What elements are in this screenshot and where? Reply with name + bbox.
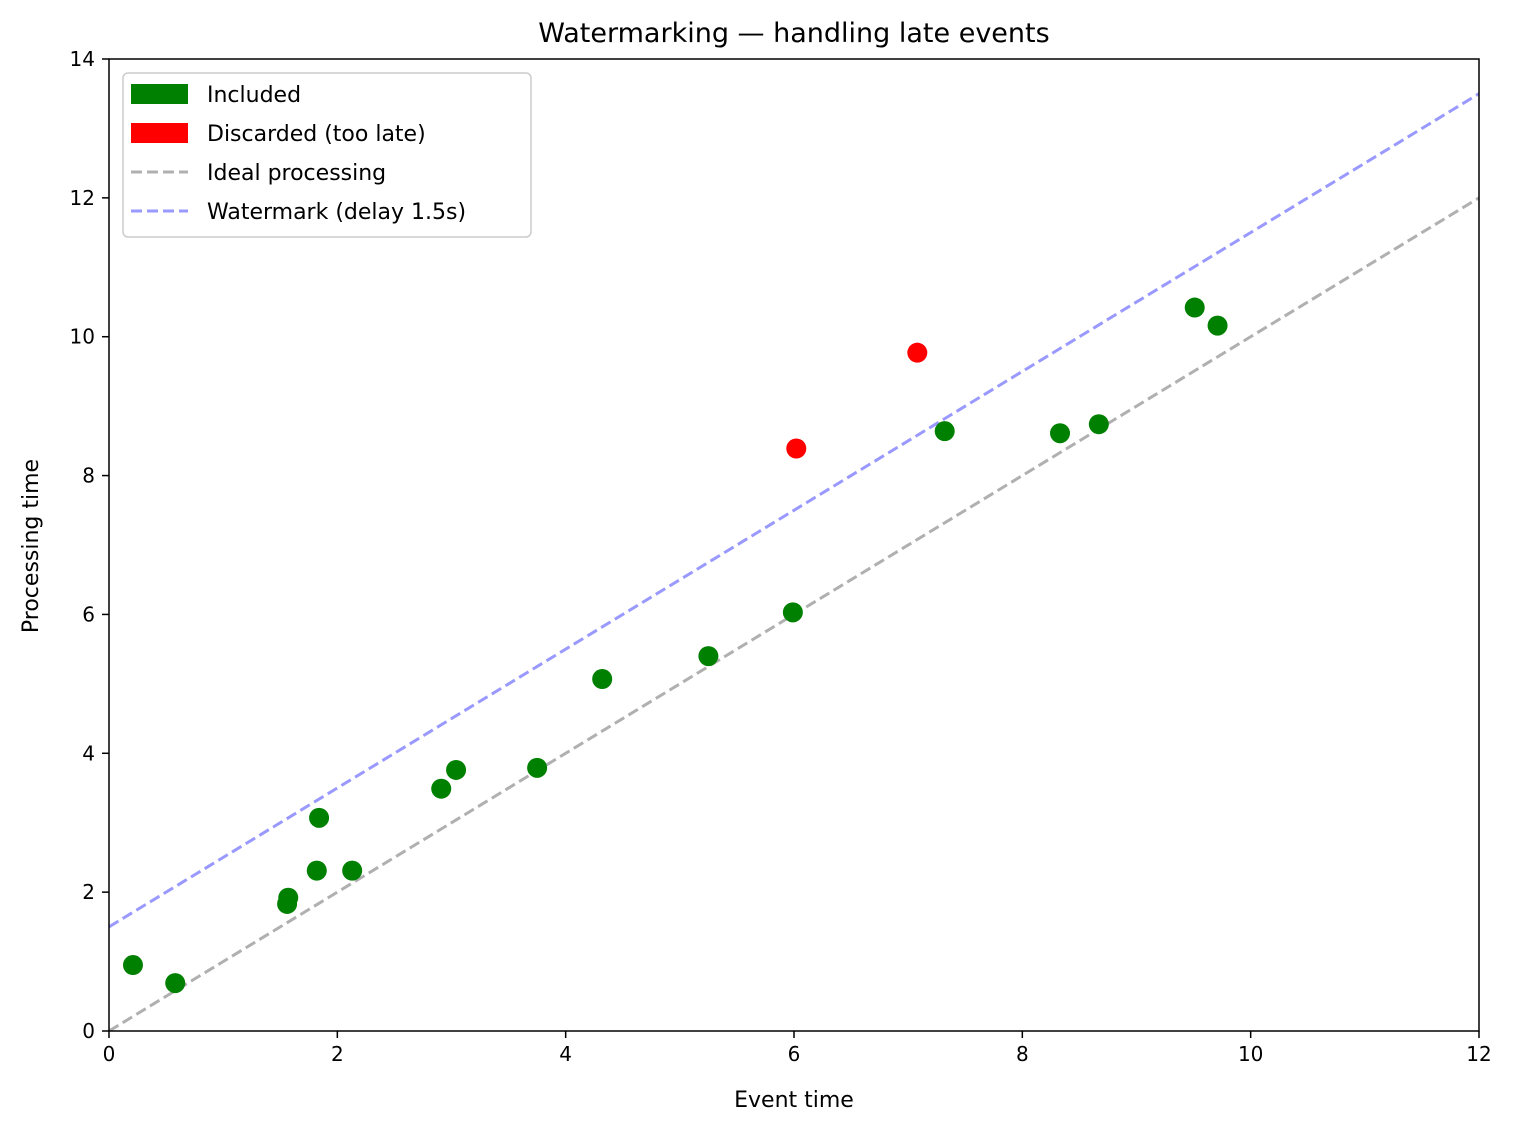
legend-swatch-1 [131, 123, 188, 143]
x-axis-label: Event time [734, 1088, 854, 1113]
legend-label-0: Included [207, 83, 301, 108]
x-tick-label: 6 [788, 1042, 801, 1066]
y-tick-label: 12 [70, 186, 95, 210]
y-tick-label: 10 [70, 325, 95, 349]
x-tick-label: 8 [1016, 1042, 1029, 1066]
y-tick-label: 14 [70, 47, 95, 71]
included-point-0 [122, 955, 143, 976]
legend-box [122, 72, 532, 238]
y-axis-label: Processing time [19, 459, 44, 633]
x-tick-label: 2 [331, 1042, 344, 1066]
included-point-1 [165, 973, 186, 994]
y-tick-label: 2 [82, 880, 95, 904]
legend-label-1: Discarded (too late) [207, 122, 426, 147]
included-point-16 [1184, 297, 1205, 318]
axes: 0 2 4 6 8 10 12 0 2 4 6 8 10 12 14 [70, 47, 1492, 1066]
included-point-11 [698, 646, 719, 667]
legend-label-2: Ideal processing [207, 161, 386, 186]
discarded-point-0 [786, 438, 807, 459]
chart-title: Watermarking — handling late events [538, 18, 1049, 49]
included-point-8 [446, 759, 467, 780]
legend-swatch-0 [131, 84, 188, 104]
plot-area [109, 92, 1479, 1031]
x-tick-label: 0 [103, 1042, 116, 1066]
x-tick-label: 4 [559, 1042, 572, 1066]
included-point-9 [527, 757, 548, 778]
legend: Included Discarded (too late) Ideal proces… [122, 72, 532, 238]
y-tick-label: 0 [82, 1019, 95, 1043]
included-point-6 [342, 860, 363, 881]
x-tick-label: 12 [1466, 1042, 1491, 1066]
included-point-3 [278, 887, 299, 908]
y-tick-label: 8 [82, 464, 95, 488]
included-point-14 [1050, 423, 1071, 444]
included-point-15 [1088, 414, 1109, 435]
included-point-17 [1207, 315, 1228, 336]
y-tick-label: 4 [82, 741, 95, 765]
series-line-watermark [109, 92, 1479, 929]
legend-label-3: Watermark (delay 1.5s) [207, 200, 466, 225]
included-point-7 [431, 778, 452, 799]
x-tick-label: 10 [1238, 1042, 1263, 1066]
included-point-13 [934, 421, 955, 442]
included-point-12 [782, 602, 803, 623]
included-point-5 [309, 807, 330, 828]
included-point-10 [592, 668, 613, 689]
y-tick-label: 6 [82, 602, 95, 626]
included-point-4 [306, 860, 327, 881]
discarded-point-1 [907, 342, 928, 363]
